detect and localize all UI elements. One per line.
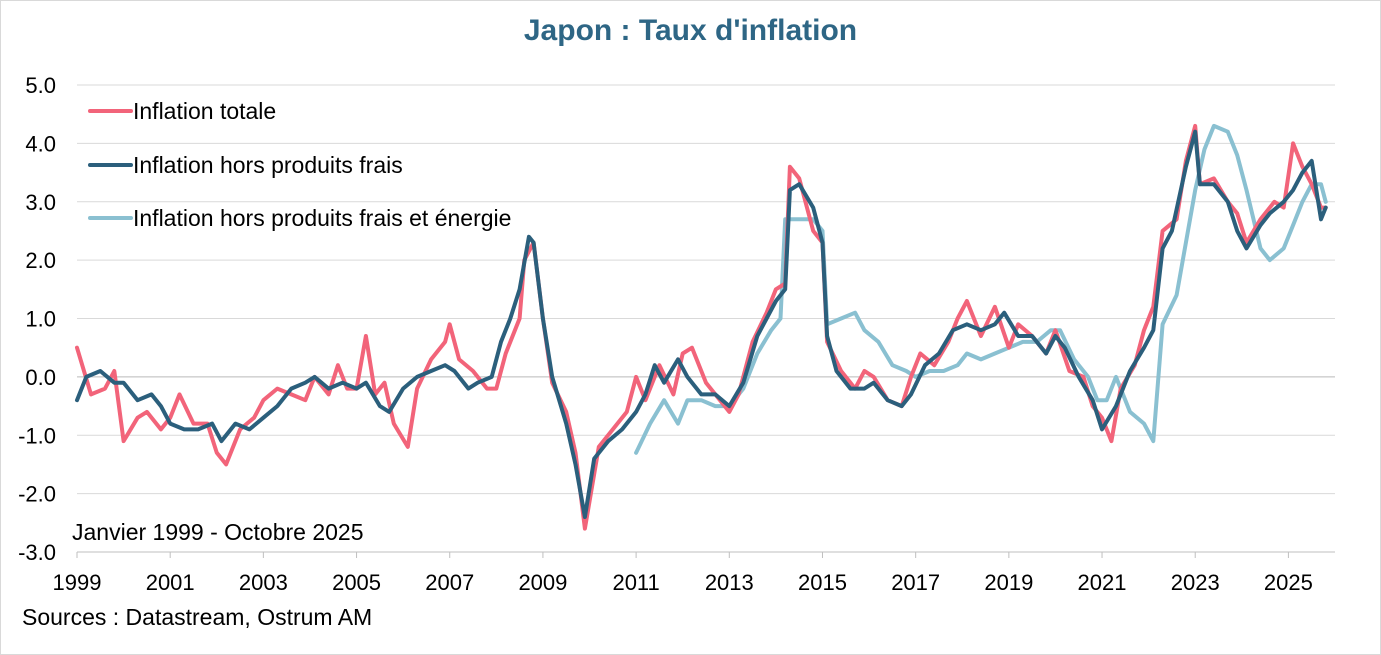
x-tick-label: 2009 [518, 570, 567, 595]
chart-subtitle: Janvier 1999 - Octobre 2025 [72, 519, 364, 545]
x-tick-label: 2003 [239, 570, 288, 595]
chart-title: Japon : Taux d'inflation [523, 14, 858, 47]
x-tick-label: 2023 [1171, 570, 1220, 595]
y-tick-label: -2.0 [18, 482, 56, 507]
y-tick-label: -3.0 [18, 540, 56, 565]
series-lines [75, 123, 1328, 531]
y-axis-ticks: 5.0 4.0 3.0 2.0 1.0 0.0 -1.0 -2.0 -3.0 [18, 73, 56, 565]
legend-label: Inflation totale [133, 98, 276, 124]
x-tick-label: 2007 [425, 570, 474, 595]
y-tick-label: 3.0 [25, 190, 56, 215]
x-tick-label: 1999 [53, 570, 102, 595]
y-tick-label: 4.0 [25, 131, 56, 156]
y-tick-label: 2.0 [25, 248, 56, 273]
series-line-3 [634, 123, 1328, 455]
x-tick-label: 2021 [1078, 570, 1127, 595]
x-tick-label: 2017 [891, 570, 940, 595]
chart-source: Sources : Datastream, Ostrum AM [22, 604, 373, 630]
y-tick-label: 1.0 [25, 307, 56, 332]
y-tick-label: 5.0 [25, 73, 56, 98]
legend: Inflation totale Inflation hors produits … [88, 98, 511, 231]
x-tick-label: 2013 [705, 570, 754, 595]
legend-label: Inflation hors produits frais et énergie [133, 205, 511, 231]
series-line-1 [75, 123, 1328, 531]
x-tick-label: 2019 [984, 570, 1033, 595]
legend-label: Inflation hors produits frais [133, 152, 403, 178]
series-line-2 [75, 129, 1328, 519]
x-axis: 1999 2001 2003 2005 2007 2009 2011 2013 2015 2017… [53, 376, 1335, 595]
y-tick-label: -1.0 [18, 423, 56, 448]
x-tick-label: 2015 [798, 570, 847, 595]
x-tick-label: 2025 [1264, 570, 1313, 595]
y-tick-label: 0.0 [25, 365, 56, 390]
x-tick-label: 2001 [146, 570, 195, 595]
x-tick-label: 2005 [332, 570, 381, 595]
x-tick-label: 2011 [612, 570, 659, 595]
